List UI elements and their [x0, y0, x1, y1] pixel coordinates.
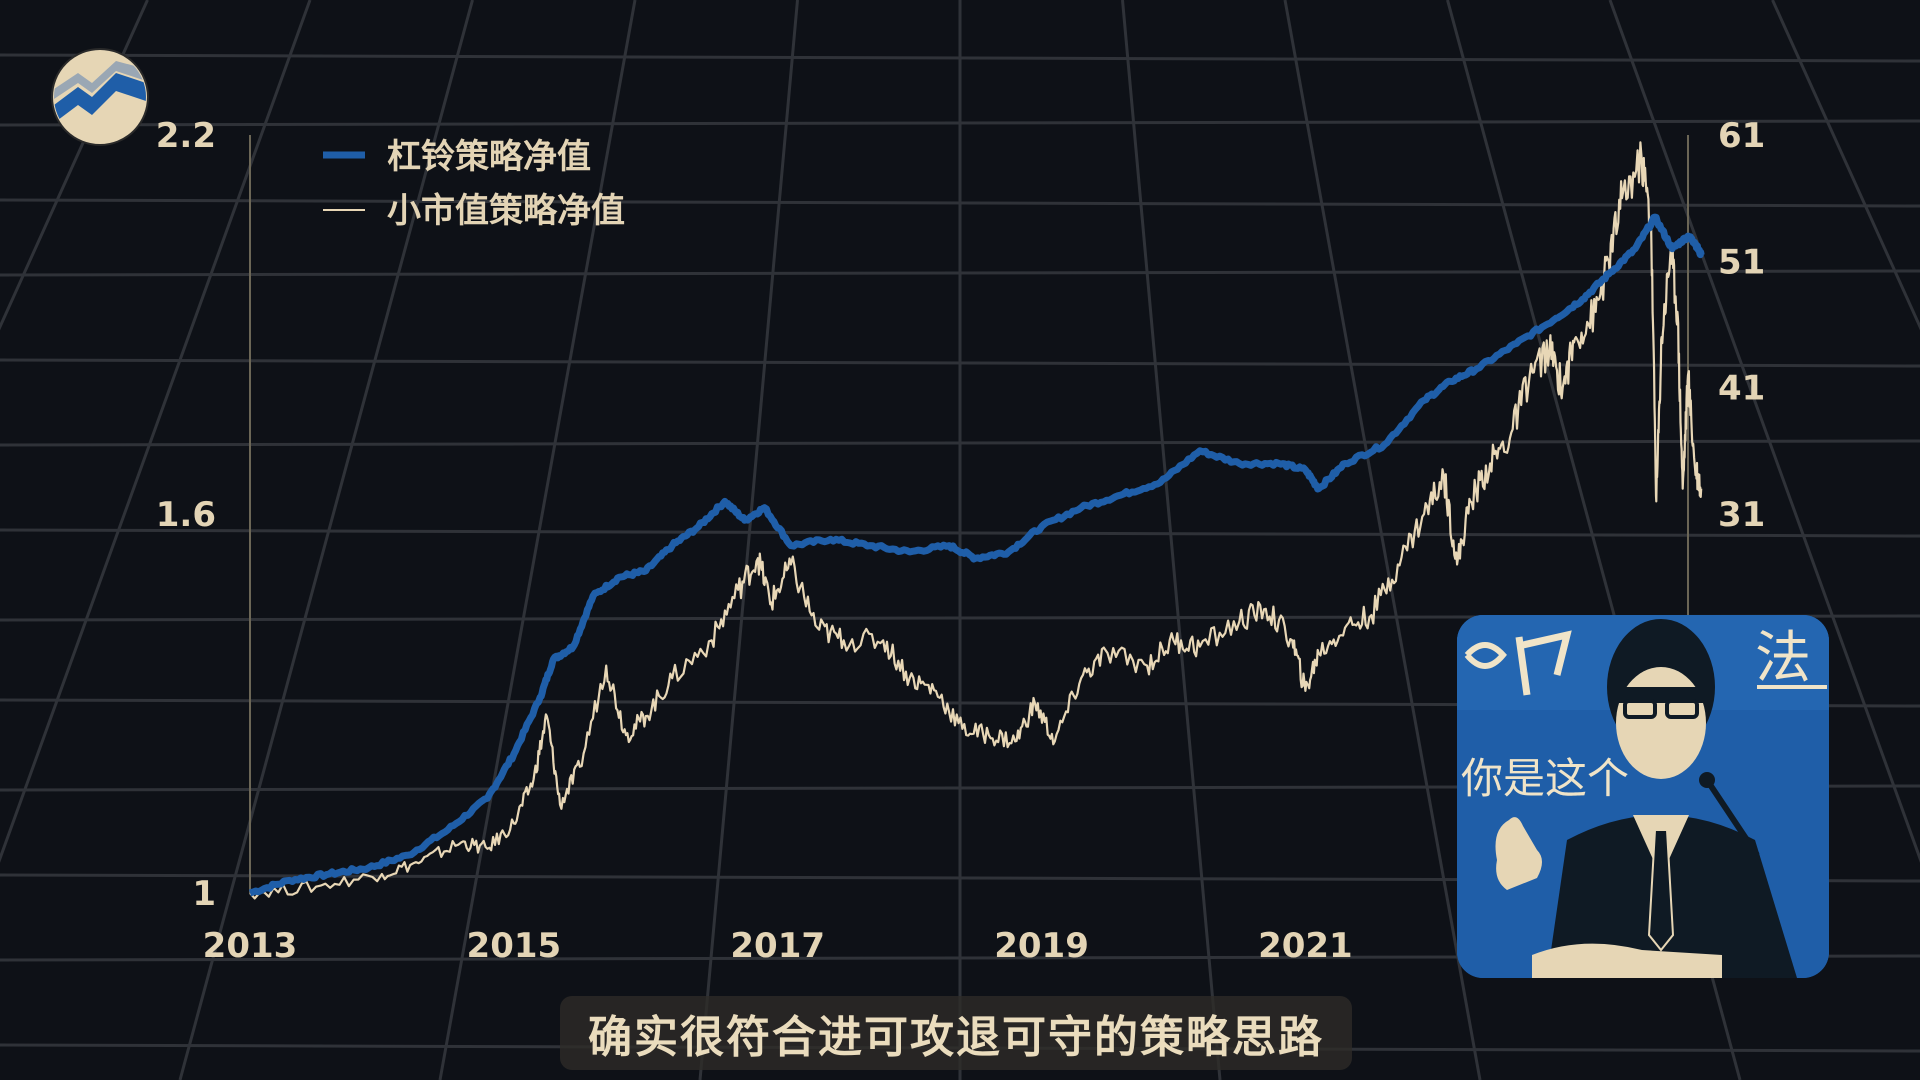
grid-line-vertical: [1608, 0, 1920, 863]
mountain-chart-logo-icon: [50, 47, 150, 147]
grid-line-vertical: [438, 0, 637, 1080]
series-lines: [248, 141, 1705, 900]
right-y-tick-label: 41: [1718, 369, 1765, 409]
grid-line-vertical: [0, 0, 312, 863]
legend-label-smallcap: 小市值策略净值: [387, 191, 625, 231]
x-tick-label: 2013: [203, 926, 298, 966]
left-y-tick-label: 1: [192, 874, 216, 914]
grid-line-vertical: [0, 0, 149, 331]
x-tick-label: 2021: [1258, 926, 1353, 966]
grid-line-vertical: [1121, 0, 1222, 1080]
left-y-tick-label: 2.2: [156, 116, 216, 156]
right-y-tick-label: 61: [1718, 116, 1765, 156]
inset-sign-text: 法: [1755, 626, 1811, 691]
x-tick-label: 2015: [467, 926, 562, 966]
left-y-tick-label: 1.6: [156, 495, 216, 535]
smallcap-nav-line: [249, 141, 1703, 900]
barbell-nav-line: [248, 213, 1705, 897]
inset-caption: 你是这个: [1461, 754, 1630, 803]
grid-line-vertical: [178, 0, 474, 1080]
subtitle-text: 确实很符合进可攻退可守的策略思路: [588, 1012, 1324, 1063]
right-y-tick-label: 31: [1718, 495, 1765, 535]
axis-ticks: 2013 2015 2017 2019 2021 1 1.6 2.2 31 41 51 61: [156, 116, 1766, 966]
x-tick-label: 2019: [994, 926, 1089, 966]
x-tick-label: 2017: [730, 926, 825, 966]
presenter-video-inset: 法 你是这个: [1457, 615, 1829, 978]
legend-label-barbell: 杠铃策略净值: [387, 137, 591, 177]
subtitle-bar: 确实很符合进可攻退可守的策略思路: [560, 996, 1352, 1070]
grid-line-vertical: [698, 0, 799, 1080]
right-y-tick-label: 51: [1718, 242, 1765, 282]
grid-line-vertical: [1771, 0, 1920, 331]
grid-line-vertical: [1283, 0, 1482, 1080]
legend: 杠铃策略净值 小市值策略净值: [323, 137, 625, 231]
